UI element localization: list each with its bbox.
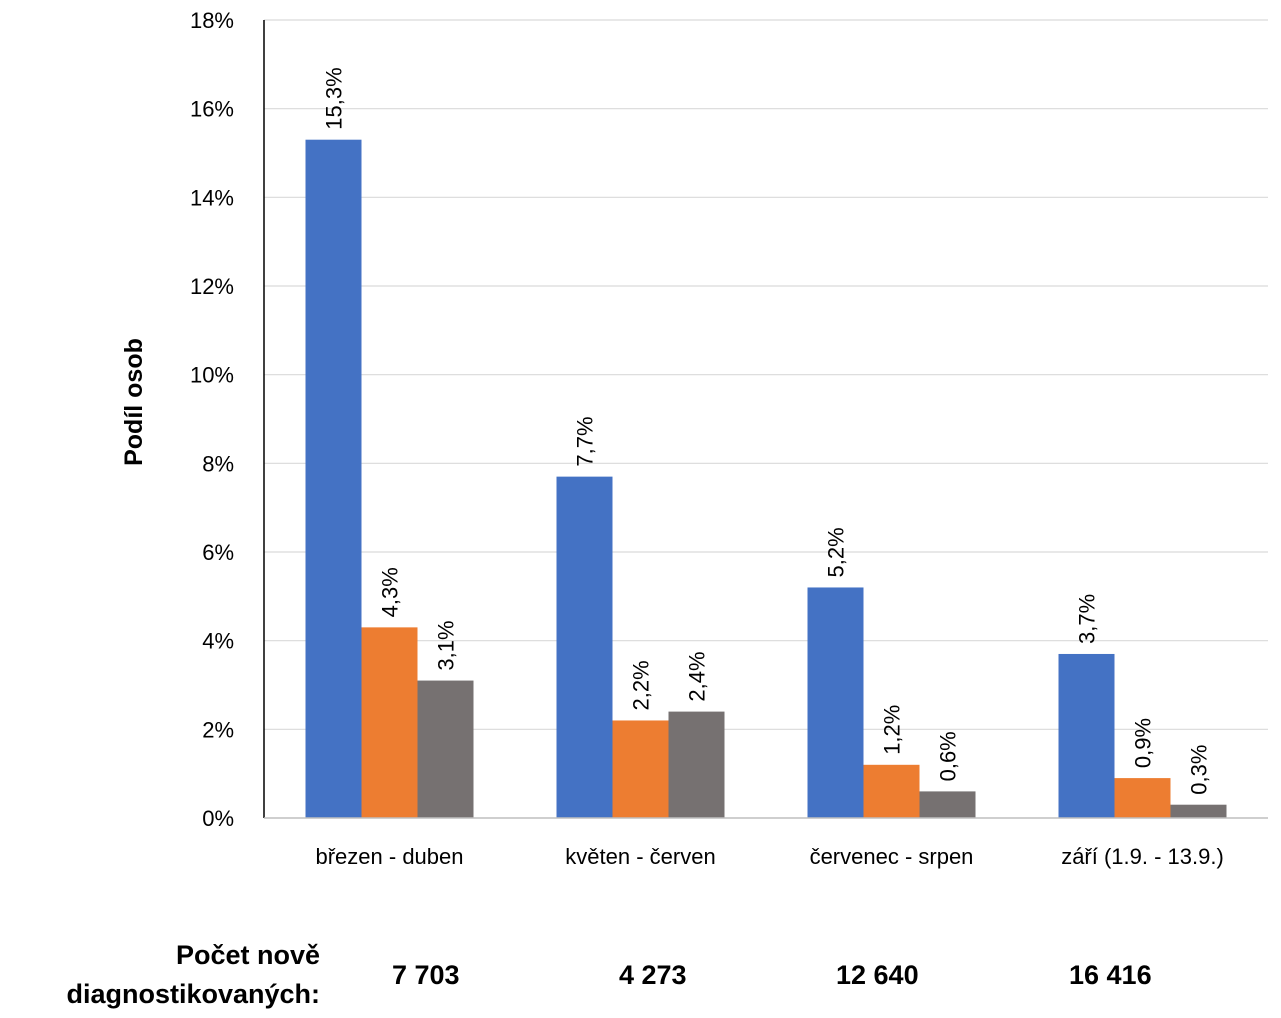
y-tick-label: 4%	[202, 629, 234, 654]
bar	[1114, 778, 1171, 818]
count-value: 4 273	[619, 960, 687, 990]
y-axis-title: Podíl osob	[120, 338, 148, 466]
bar	[361, 627, 418, 818]
x-category-label: květen - červen	[565, 844, 715, 869]
x-category-label: červenec - srpen	[810, 844, 974, 869]
data-label: 15,3%	[322, 67, 347, 129]
data-label: 5,2%	[824, 527, 849, 577]
x-category-label: březen - duben	[316, 844, 464, 869]
data-label: 4,3%	[378, 567, 403, 617]
bar	[417, 680, 474, 818]
y-tick-label: 14%	[190, 185, 234, 210]
bar-chart: 0% 2% 4% 6% 8% 10% 12% 14% 16% 18% 15,3% 4,3% 3,1% 7…	[120, 8, 1268, 869]
bar	[807, 587, 864, 818]
y-tick-label: 18%	[190, 8, 234, 33]
bar	[305, 139, 362, 818]
count-value: 16 416	[1069, 960, 1152, 990]
data-label: 7,7%	[573, 416, 598, 466]
x-category-label: září (1.9. - 13.9.)	[1061, 844, 1224, 869]
bar	[612, 720, 669, 818]
y-tick-label: 12%	[190, 274, 234, 299]
y-axis-ticks: 0% 2% 4% 6% 8% 10% 12% 14% 16% 18%	[190, 8, 234, 831]
bar	[668, 711, 725, 818]
data-labels: 15,3% 4,3% 3,1% 7,7% 2,2% 2,4% 5,2% 1,2% 0,6% 3,7…	[322, 67, 1212, 794]
data-label: 1,2%	[880, 705, 905, 755]
gridlines	[264, 19, 1268, 730]
data-label: 0,9%	[1131, 718, 1156, 768]
y-tick-label: 0%	[202, 806, 234, 831]
data-label: 2,2%	[629, 660, 654, 710]
bar	[863, 764, 920, 818]
data-label: 2,4%	[685, 651, 710, 701]
y-tick-label: 8%	[202, 451, 234, 476]
data-label: 3,1%	[434, 620, 459, 670]
bars	[305, 139, 1227, 818]
y-tick-label: 10%	[190, 363, 234, 388]
y-tick-label: 16%	[190, 97, 234, 122]
y-tick-label: 2%	[202, 717, 234, 742]
data-label: 0,3%	[1187, 745, 1212, 795]
bar	[1058, 653, 1115, 818]
data-label: 0,6%	[936, 731, 961, 781]
count-value: 12 640	[836, 960, 919, 990]
count-label-line2: diagnostikovaných:	[66, 979, 320, 1010]
data-label: 3,7%	[1075, 594, 1100, 644]
count-value: 7 703	[392, 960, 460, 990]
bar	[556, 476, 613, 818]
x-axis-categories: březen - duben květen - červen červenec - …	[316, 844, 1224, 869]
y-tick-label: 6%	[202, 540, 234, 565]
bar	[919, 791, 976, 818]
bar	[1170, 804, 1227, 818]
count-label: Počet nově diagnostikovaných:	[66, 936, 320, 1014]
count-label-line1: Počet nově	[175, 940, 320, 970]
